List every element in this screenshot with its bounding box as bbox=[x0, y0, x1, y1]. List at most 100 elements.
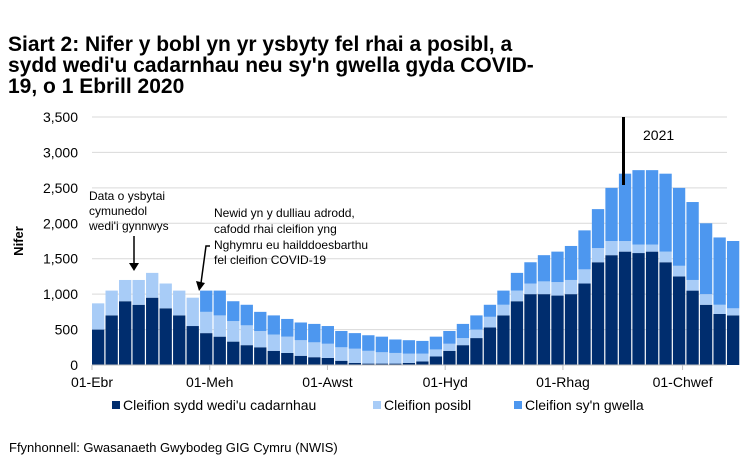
bar-segment bbox=[267, 334, 280, 351]
y-tick-label: 500 bbox=[55, 322, 79, 338]
y-tick-label: 2,500 bbox=[43, 180, 78, 196]
bar-segment bbox=[213, 290, 226, 316]
bar-segment bbox=[308, 357, 321, 365]
bar-segment bbox=[281, 336, 294, 353]
chart-title: Siart 2: Nifer y bobl yn yr ysbyty fel r… bbox=[8, 34, 648, 97]
bar-segment bbox=[240, 325, 253, 346]
bar-segment bbox=[713, 304, 726, 314]
bar-segment bbox=[443, 330, 456, 344]
bar-segment bbox=[551, 295, 564, 365]
bar-segment bbox=[497, 315, 510, 365]
y-tick-label: 0 bbox=[70, 357, 78, 373]
annotation-arrowhead bbox=[196, 281, 205, 291]
bar-segment bbox=[335, 347, 348, 361]
legend-label: Cleifion sydd wedi'u cadarnhau bbox=[123, 397, 316, 413]
bar-segment bbox=[456, 323, 470, 339]
bar-segment bbox=[362, 335, 375, 351]
bar-segment bbox=[416, 340, 429, 354]
bar-segment bbox=[348, 348, 361, 363]
bar-segment bbox=[699, 223, 713, 295]
bar-segment bbox=[213, 336, 226, 365]
bar-segment bbox=[645, 170, 659, 245]
bar-segment bbox=[362, 350, 375, 364]
bar-segment bbox=[659, 173, 672, 252]
bar-segment bbox=[726, 241, 740, 309]
bar-segment bbox=[105, 290, 118, 316]
bar-segment bbox=[726, 315, 740, 365]
bar-segment bbox=[362, 363, 375, 365]
bar-segment bbox=[726, 308, 740, 316]
bar-segment bbox=[564, 245, 578, 280]
bar-segment bbox=[672, 276, 686, 365]
bar-segment bbox=[119, 279, 132, 302]
bar-segment bbox=[672, 187, 686, 266]
title-line: 19, o 1 Ebrill 2020 bbox=[8, 75, 185, 98]
bar-segment bbox=[308, 342, 321, 358]
bar-segment bbox=[321, 357, 334, 365]
bar-segment bbox=[105, 315, 118, 365]
source-note: Ffynhonnell: Gwasanaeth Gwybodeg GIG Cym… bbox=[9, 440, 338, 455]
bar-segment bbox=[632, 244, 645, 254]
bar-segment bbox=[321, 343, 334, 358]
y-tick-label: 1,500 bbox=[43, 251, 78, 267]
bar-segment bbox=[200, 290, 213, 312]
bar-segment bbox=[267, 315, 280, 335]
bar-segment bbox=[470, 329, 483, 339]
bar-segment bbox=[186, 326, 199, 365]
bar-segment bbox=[618, 251, 632, 365]
y-tick-label: 3,000 bbox=[43, 144, 78, 160]
bar-segment bbox=[348, 362, 361, 365]
bar-segment bbox=[146, 272, 159, 298]
x-tick-label: 01-Ebr bbox=[71, 374, 113, 390]
bar-segment bbox=[159, 308, 172, 365]
bar-segment bbox=[389, 352, 402, 364]
bar-segment bbox=[294, 340, 307, 356]
bar-segment bbox=[416, 353, 429, 362]
bar-segment bbox=[429, 336, 443, 350]
bar-segment bbox=[227, 301, 240, 322]
bar-segment bbox=[578, 269, 591, 284]
bar-segment bbox=[348, 333, 361, 349]
bar-segment bbox=[713, 237, 726, 305]
bar-segment bbox=[497, 304, 510, 316]
bar-segment bbox=[254, 311, 267, 331]
bar-segment bbox=[524, 294, 537, 365]
bar-segment bbox=[294, 322, 307, 341]
bar-segment bbox=[375, 336, 389, 353]
legend-label: Cleifion sy'n gwella bbox=[525, 397, 644, 413]
bar-segment bbox=[510, 301, 524, 365]
year-marker-label: 2021 bbox=[643, 127, 674, 143]
bar-segment bbox=[416, 361, 429, 365]
bar-segment bbox=[483, 316, 497, 328]
bar-segment bbox=[146, 297, 159, 365]
bar-segment bbox=[308, 323, 321, 343]
bar-segment bbox=[294, 355, 307, 365]
bar-segment bbox=[186, 297, 199, 327]
bar-segment bbox=[470, 338, 483, 365]
bar-segment bbox=[92, 303, 105, 330]
svg-text:Newid yn y dulliau adrodd,cafo: Newid yn y dulliau adrodd, cafodd rhai cl… bbox=[214, 206, 368, 267]
bar-segment bbox=[632, 253, 645, 365]
bar-segment bbox=[605, 241, 618, 256]
bar-segment bbox=[578, 230, 591, 270]
y-tick-label: 2,000 bbox=[43, 215, 78, 231]
bar-segment bbox=[321, 326, 334, 344]
bar-segment bbox=[524, 283, 537, 295]
bar-segment bbox=[537, 281, 551, 295]
annotation-community-hospitals: Data o ysbytai cymunedol wedi'i gynnwys bbox=[88, 189, 169, 271]
bar-segment bbox=[591, 209, 605, 249]
legend-label: Cleifion posibl bbox=[384, 397, 471, 413]
bar-segment bbox=[227, 321, 240, 342]
bar-segment bbox=[713, 313, 726, 365]
bar-segment bbox=[699, 304, 713, 365]
x-tick-label: 01-Chwef bbox=[653, 374, 713, 390]
bar-segment bbox=[659, 262, 672, 365]
bar-segment bbox=[510, 272, 524, 291]
annotation-arrow bbox=[200, 245, 210, 284]
bar-segment bbox=[173, 315, 186, 365]
bar-segment bbox=[470, 315, 483, 330]
bar-segment bbox=[92, 329, 105, 365]
bar-segment bbox=[402, 353, 416, 363]
